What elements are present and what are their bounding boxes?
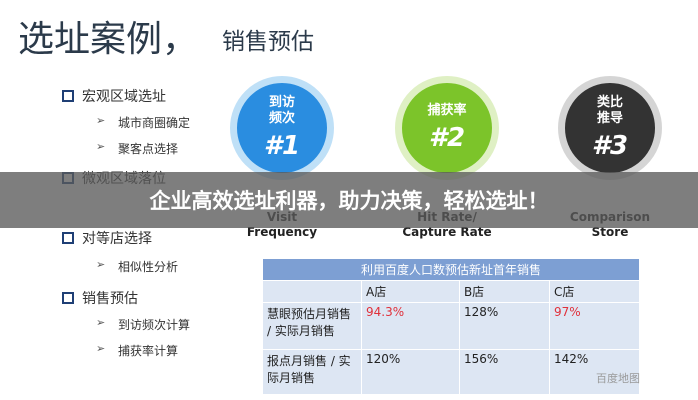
col-header: B店 xyxy=(458,280,550,303)
method-circle: 捕获率 #2 xyxy=(395,76,499,180)
cell: 156% xyxy=(458,349,550,395)
bullet xyxy=(62,232,74,244)
arrow-icon: ➢ xyxy=(96,342,106,355)
sub-step: 相似性分析 xyxy=(118,260,179,274)
sub-step: 聚客点选择 xyxy=(118,142,179,156)
method-number: #1 xyxy=(263,131,301,161)
row-label: 慧眼预估月销售 / 实际月销售 xyxy=(262,302,362,350)
cell: 120% xyxy=(361,349,460,395)
cell: 94.3% xyxy=(361,302,460,350)
cell: 142% xyxy=(548,349,641,395)
table-title: 利用百度人口数预估新址首年销售 xyxy=(262,258,640,281)
sub-step: 城市商圈确定 xyxy=(118,116,191,130)
method-number: #2 xyxy=(428,123,466,153)
sub-step: 捕获率计算 xyxy=(118,344,179,358)
sub-step: 到访频次计算 xyxy=(118,318,191,332)
method-circle: 类比 推导 #3 xyxy=(558,76,662,180)
method-number: #3 xyxy=(591,131,629,161)
step: 对等店选择 xyxy=(82,231,152,247)
title: 选址案例， xyxy=(18,19,199,60)
arrow-icon: ➢ xyxy=(96,258,106,271)
method-label: 捕获率 xyxy=(427,103,467,118)
bullet xyxy=(62,292,74,304)
sales-table: 利用百度人口数预估新址首年销售 A店 B店 C店 慧眼预估月销售 / 实际月销售 94… xyxy=(262,258,641,395)
arrow-icon: ➢ xyxy=(96,114,106,127)
row-label: 报点月销售 / 实际月销售 xyxy=(262,349,362,395)
method-circle: 到访 频次 #1 xyxy=(230,76,334,180)
col-header: A店 xyxy=(361,280,460,303)
arrow-icon: ➢ xyxy=(96,140,106,153)
subtitle: 销售预估 xyxy=(222,29,314,55)
banner: 企业高效选址利器，助力决策，轻松选址！ xyxy=(0,172,698,228)
cell: 128% xyxy=(458,302,550,350)
method-label: 类比 推导 xyxy=(596,95,623,126)
step: 宏观区域选址 xyxy=(82,89,166,105)
method-label: 到访 频次 xyxy=(268,95,295,126)
watermark: 百度地图 xyxy=(596,372,640,385)
bullet xyxy=(62,90,74,102)
step: 销售预估 xyxy=(82,291,138,307)
arrow-icon: ➢ xyxy=(96,316,106,329)
cell: 97% xyxy=(548,302,641,350)
col-header: C店 xyxy=(548,280,641,303)
